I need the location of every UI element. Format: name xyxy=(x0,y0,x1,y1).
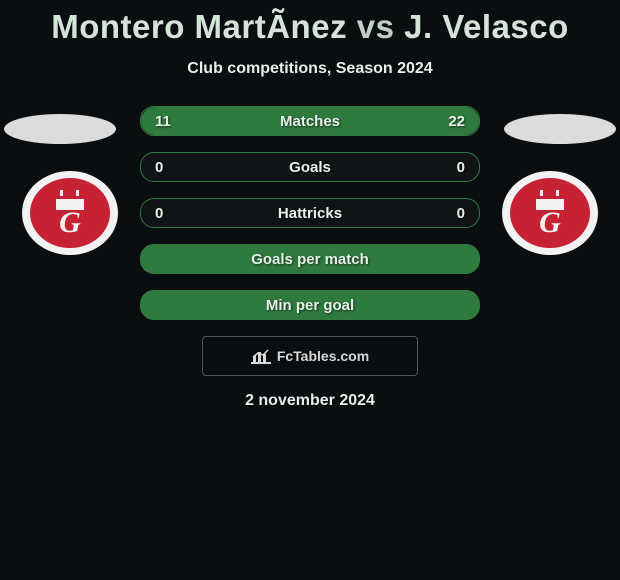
stat-label: Goals per match xyxy=(185,251,435,268)
comparison-content: G G 11Matches220Goals00Hattricks0Goals p… xyxy=(0,106,620,410)
watermark-text: FcTables.com xyxy=(277,348,369,364)
stat-value-right: 0 xyxy=(435,159,465,176)
stat-row: 0Goals0 xyxy=(140,152,480,182)
watermark: FcTables.com xyxy=(202,336,418,376)
chart-icon xyxy=(251,348,271,364)
player2-club-badge: G xyxy=(500,170,600,256)
stat-row: Goals per match xyxy=(140,244,480,274)
player1-club-badge: G xyxy=(20,170,120,256)
stat-row: Min per goal xyxy=(140,290,480,320)
player1-name: Montero MartÃ­nez xyxy=(51,8,347,45)
stat-value-right: 22 xyxy=(435,113,465,130)
svg-text:G: G xyxy=(59,206,81,239)
stat-row: 0Hattricks0 xyxy=(140,198,480,228)
stat-value-right: 0 xyxy=(435,205,465,222)
player1-avatar-placeholder xyxy=(4,114,116,144)
stat-value-left: 0 xyxy=(155,159,185,176)
player2-avatar-placeholder xyxy=(504,114,616,144)
stat-row: 11Matches22 xyxy=(140,106,480,136)
stat-value-left: 11 xyxy=(155,113,185,130)
player2-name: J. Velasco xyxy=(404,8,569,45)
subtitle: Club competitions, Season 2024 xyxy=(0,60,620,78)
date-line: 2 november 2024 xyxy=(0,392,620,410)
page-title: Montero MartÃ­nez vs J. Velasco xyxy=(0,0,620,46)
svg-text:G: G xyxy=(539,206,561,239)
stat-label: Goals xyxy=(185,159,435,176)
stat-label: Hattricks xyxy=(185,205,435,222)
stat-label: Min per goal xyxy=(185,297,435,314)
stat-value-left: 0 xyxy=(155,205,185,222)
stat-rows: 11Matches220Goals00Hattricks0Goals per m… xyxy=(140,106,480,320)
stat-label: Matches xyxy=(185,113,435,130)
vs-label: vs xyxy=(357,8,395,45)
